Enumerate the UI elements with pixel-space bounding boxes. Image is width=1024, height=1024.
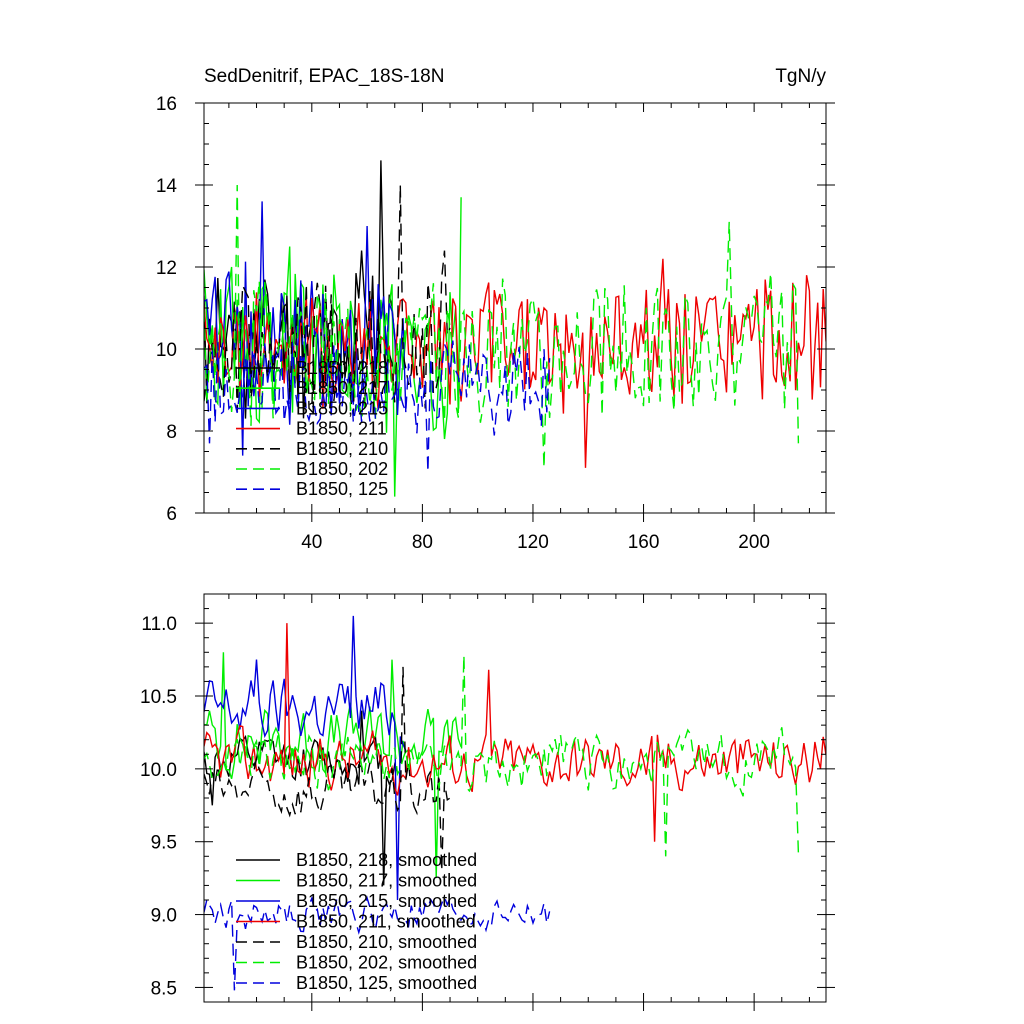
top-y-tick-label: 6	[166, 504, 177, 525]
bottom-series-line-0	[204, 710, 399, 886]
bottom-series-group	[204, 615, 826, 991]
top-series-line-4	[204, 184, 451, 416]
units-label: TgN/y	[775, 66, 826, 87]
top-legend-label-5: B1850, 202	[296, 459, 388, 479]
bottom-series-line-5	[204, 655, 800, 857]
bottom-chart-panel: 8.5 9.0 9.5 10.0 10.5 11.0 B1850, 218, smooth…	[140, 593, 835, 1011]
top-legend-label-4: B1850, 210	[296, 439, 388, 459]
top-x-tick-label: 40	[301, 532, 322, 553]
top-chart-panel: SedDenitrif, EPAC_18S-18N TgN/y 40 80 120 1…	[156, 66, 835, 553]
top-y-tick-label: 12	[156, 258, 177, 279]
bottom-y-tick-label: 11.0	[141, 614, 177, 635]
top-x-tick-label: 200	[738, 532, 770, 553]
top-y-tick-label: 8	[166, 422, 177, 443]
bottom-legend-label-6: B1850, 125, smoothed	[296, 973, 477, 993]
chart-title: SedDenitrif, EPAC_18S-18N	[204, 66, 444, 87]
bottom-y-tick-label: 10.0	[140, 760, 177, 781]
bottom-series-line-6	[204, 895, 551, 991]
top-y-tick-label: 16	[156, 94, 177, 115]
top-series-line-5	[204, 184, 800, 468]
bottom-y-tick-label: 8.5	[151, 978, 177, 999]
top-axis-ticks: 40 80 120 160 200 6 8 10 12 14 16	[156, 94, 835, 553]
bottom-legend-label-5: B1850, 202, smoothed	[296, 953, 477, 973]
top-legend-label-3: B1850, 211	[296, 419, 387, 439]
bottom-y-tick-label: 9.0	[151, 906, 177, 927]
bottom-y-tick-label: 10.5	[140, 687, 177, 708]
bottom-series-line-2	[204, 615, 407, 901]
top-x-tick-label: 160	[628, 532, 660, 553]
top-legend-label-0: B1850, 218	[296, 358, 388, 378]
bottom-legend-label-0: B1850, 218, smoothed	[296, 850, 477, 870]
top-legend-label-6: B1850, 125	[296, 479, 388, 499]
bottom-legend-label-3: B1850, 211, smoothed	[296, 912, 476, 932]
bottom-y-tick-label: 9.5	[151, 833, 177, 854]
top-series-line-6	[204, 340, 551, 473]
top-y-tick-label: 10	[156, 340, 177, 361]
top-legend-label-2: B1850, 215	[296, 398, 388, 418]
top-series-group	[204, 160, 826, 497]
top-legend-label-1: B1850, 217	[296, 378, 388, 398]
bottom-legend-label-4: B1850, 210, smoothed	[296, 932, 477, 952]
bottom-series-line-3	[204, 623, 826, 842]
bottom-legend-label-1: B1850, 217, smoothed	[296, 871, 477, 891]
bottom-legend-label-2: B1850, 215, smoothed	[296, 891, 477, 911]
top-y-tick-label: 14	[156, 176, 178, 197]
bottom-axis-ticks: 8.5 9.0 9.5 10.0 10.5 11.0	[140, 593, 835, 1011]
top-x-tick-label: 80	[412, 532, 433, 553]
top-x-tick-label: 120	[517, 532, 549, 553]
